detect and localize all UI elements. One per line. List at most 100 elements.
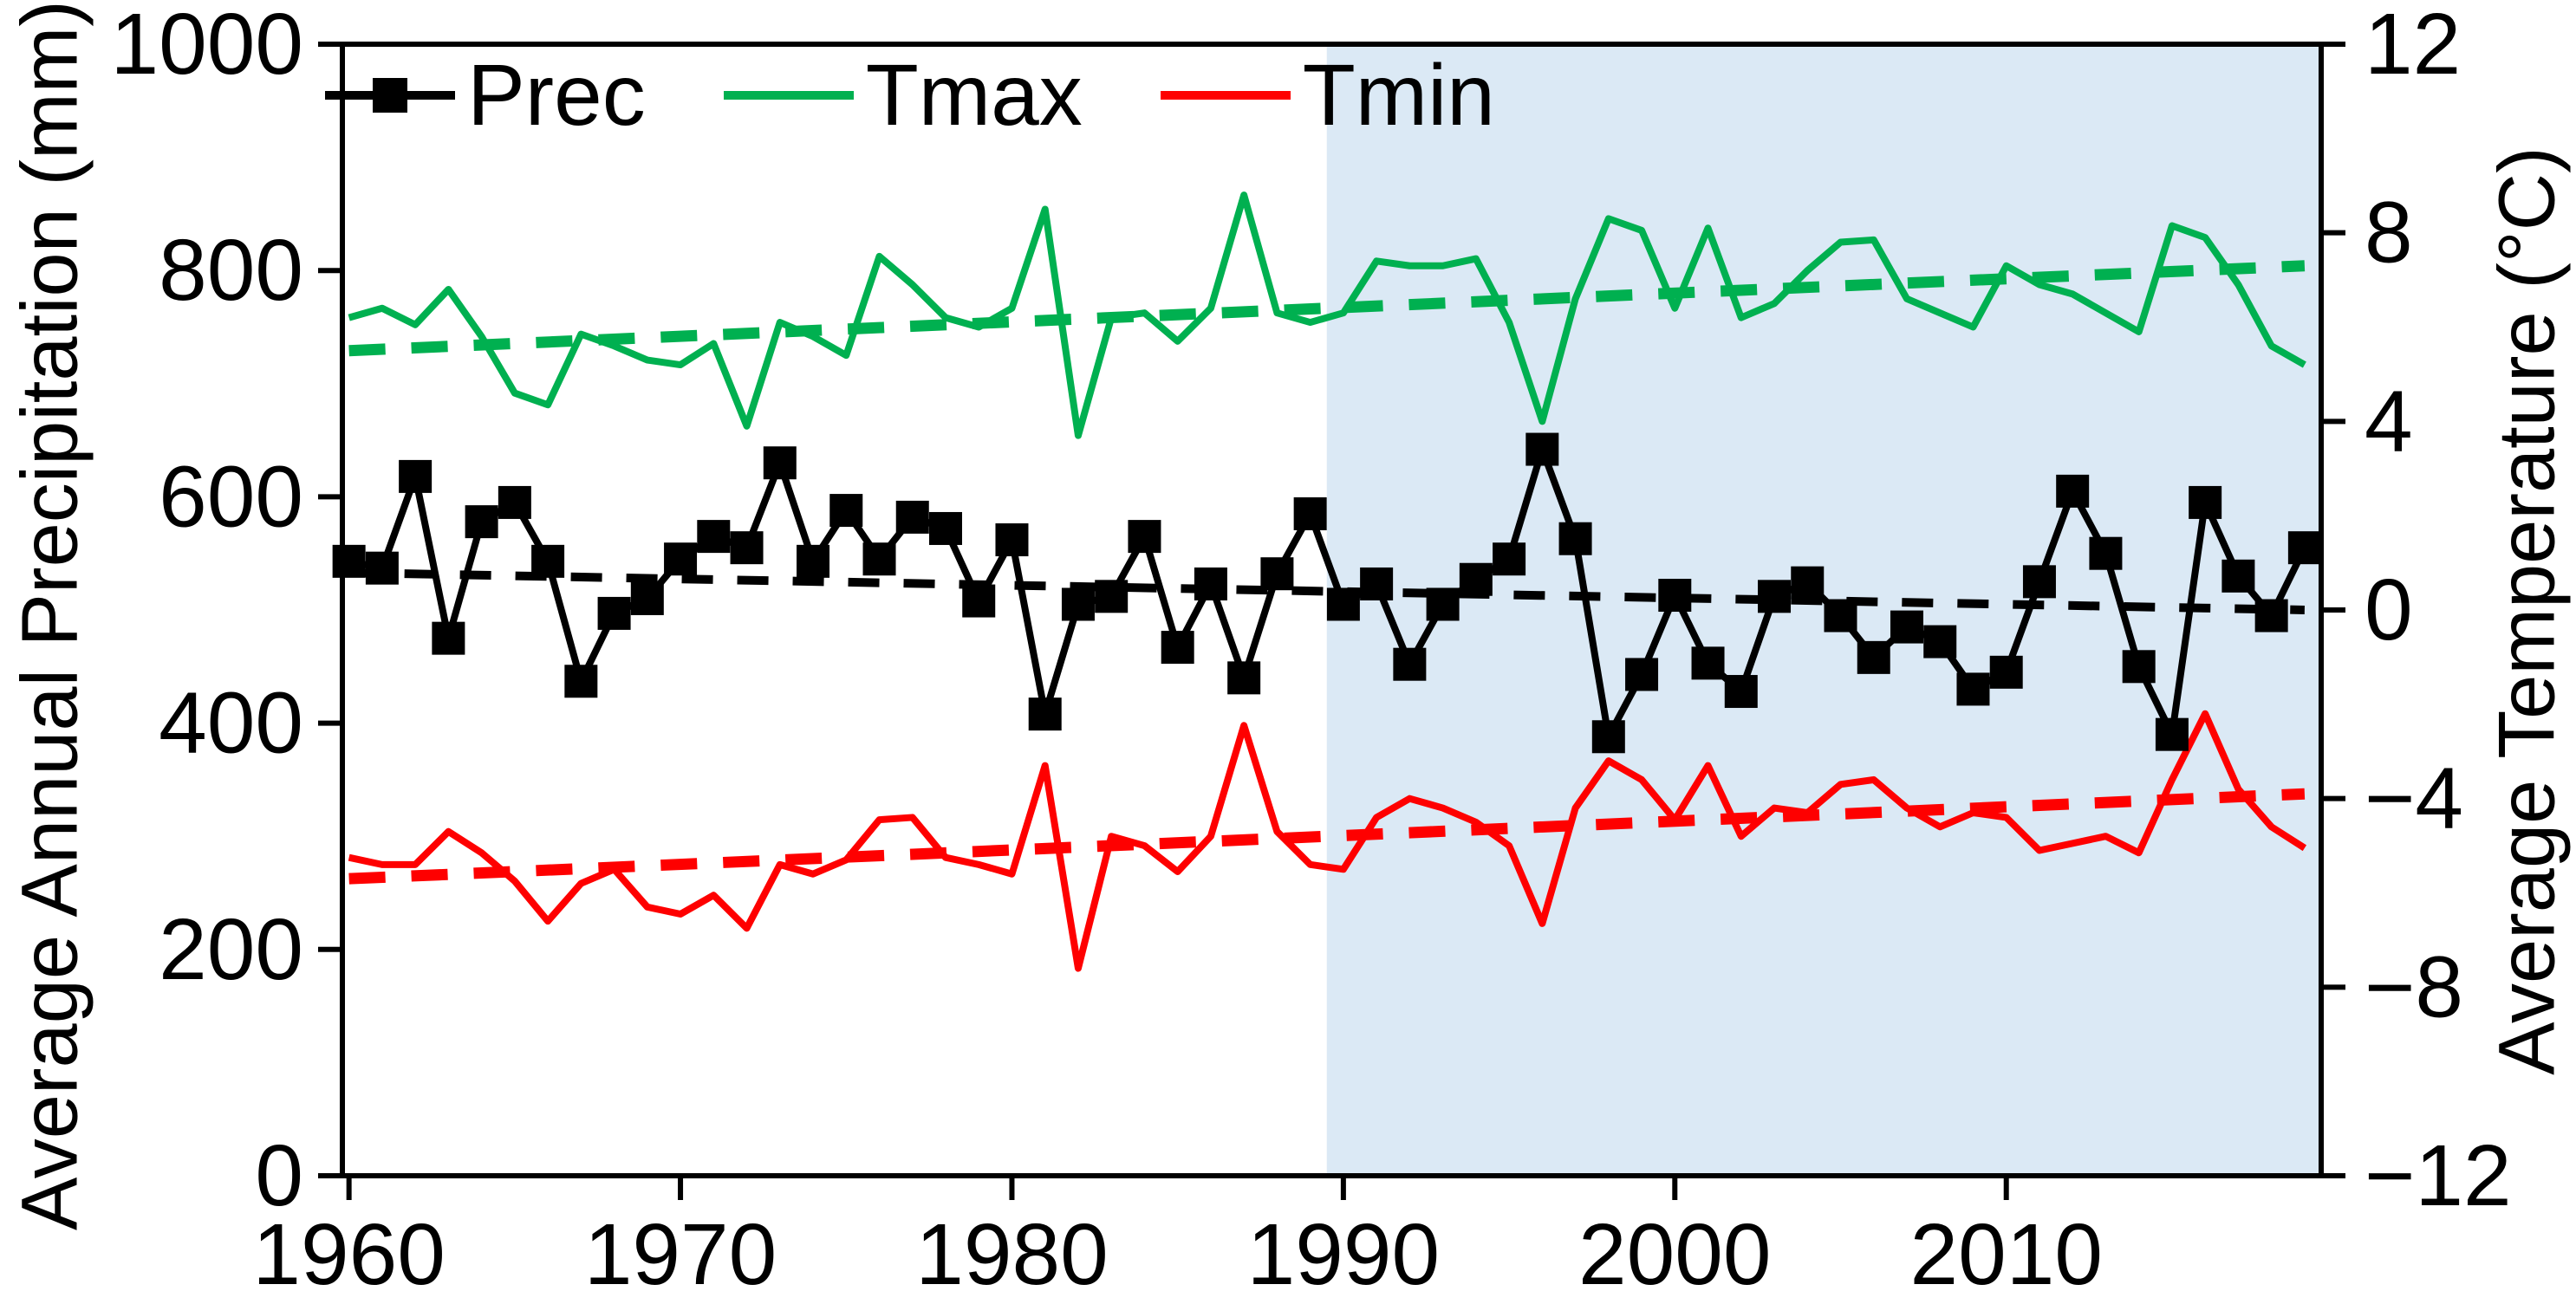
prec-data-point: [2022, 565, 2056, 599]
prec-legend-glyph-icon: [325, 78, 456, 113]
x-axis-tick-label: 1980: [915, 1206, 1108, 1291]
right-axis-title: Average Temperature (°C): [2482, 146, 2572, 1075]
x-axis-tick-label: 1990: [1247, 1206, 1440, 1291]
legend-item-tmin: Tmin: [1160, 47, 1495, 144]
prec-data-point: [432, 621, 465, 655]
tmax-trend-line: [348, 260, 2306, 357]
prec-data-point: [1890, 610, 1923, 644]
prec-data-point: [597, 596, 631, 630]
right-axis-tick-label: 0: [2365, 561, 2413, 658]
prec-data-point: [1956, 672, 1990, 706]
prec-data-point: [995, 523, 1029, 557]
prec-data-point: [697, 520, 731, 554]
legend-label-prec: Prec: [467, 47, 646, 144]
prec-data-point: [797, 544, 830, 578]
legend-item-tmax: Tmax: [723, 47, 1083, 144]
left-axis-tick-label: 400: [159, 675, 303, 772]
left-axis-tick-label: 0: [255, 1127, 303, 1224]
left-axis-tick-label: 200: [159, 901, 303, 998]
right-axis-tick-label: −4: [2365, 750, 2463, 847]
legend-label-tmax: Tmax: [865, 47, 1083, 144]
prec-data-point: [1227, 661, 1261, 695]
prec-data-point: [962, 584, 996, 618]
prec-data-point: [498, 485, 531, 519]
prec-data-point: [829, 494, 863, 528]
prec-data-point: [1525, 432, 1559, 466]
prec-data-point: [1128, 520, 1161, 554]
left-axis-title: Average Annual Precipitation (mm): [5, 0, 94, 1230]
prec-data-point: [2056, 474, 2090, 508]
prec-data-point: [399, 459, 433, 493]
tmin-trend-line: [348, 788, 2306, 885]
tmax-series-line: [348, 191, 2306, 439]
prec-data-point: [862, 542, 896, 576]
prec-data-point: [1493, 542, 1526, 576]
x-axis-tick-label: 2010: [1909, 1206, 2102, 1291]
prec-data-point: [1857, 640, 1890, 674]
right-axis-tick-label: −12: [2365, 1127, 2512, 1224]
tmin-legend-glyph-icon: [1160, 91, 1291, 100]
prec-data-point: [1625, 658, 1659, 691]
prec-data-point: [1426, 587, 1460, 621]
x-axis-tick-label: 1970: [584, 1206, 777, 1291]
prec-data-point: [1758, 580, 1792, 613]
x-axis-tick-label: 2000: [1578, 1206, 1771, 1291]
prec-data-point: [465, 505, 498, 539]
prec-data-point: [1194, 567, 1227, 600]
prec-data-point: [2221, 559, 2255, 593]
prec-data-point: [1161, 631, 1194, 665]
prec-data-point: [2122, 650, 2156, 684]
prec-data-point: [1691, 646, 1725, 680]
right-axis-tick-label: −8: [2365, 938, 2463, 1035]
prec-data-point: [1989, 655, 2023, 689]
prec-data-point: [1591, 720, 1625, 754]
prec-data-point: [895, 500, 929, 534]
prec-data-point: [1393, 647, 1427, 681]
right-axis-tick-label: 4: [2365, 373, 2413, 470]
prec-data-point: [2287, 531, 2321, 565]
prec-data-point: [1293, 496, 1327, 530]
legend-item-prec: Prec: [325, 52, 646, 139]
prec-data-point: [2189, 485, 2222, 519]
prec-data-point: [1095, 580, 1129, 613]
prec-series-markers: [332, 432, 2321, 754]
post-1990-shaded-region: [1326, 44, 2321, 1176]
prec-data-point: [1658, 579, 1692, 613]
prec-data-point: [1923, 625, 1957, 658]
right-axis-tick-label: 12: [2365, 0, 2461, 93]
prec-data-point: [1724, 675, 1758, 709]
prec-data-point: [763, 446, 797, 480]
left-axis-tick-label: 800: [159, 222, 303, 319]
prec-data-point: [531, 544, 565, 578]
tmax-legend-glyph-icon: [723, 91, 854, 100]
prec-data-point: [1028, 697, 1062, 731]
prec-data-point: [365, 551, 399, 585]
prec-data-point: [2254, 599, 2288, 633]
prec-data-point: [1061, 587, 1095, 621]
left-axis-tick-label: 1000: [111, 0, 303, 93]
prec-trend-line: [348, 568, 2305, 614]
chart-legend: Prec Tmax Tmin: [0, 52, 1820, 139]
prec-data-point: [664, 542, 698, 576]
prec-data-point: [1326, 587, 1360, 621]
right-axis-tick-label: 8: [2365, 185, 2413, 282]
prec-data-point: [1260, 557, 1294, 591]
legend-label-tmin: Tmin: [1302, 47, 1495, 144]
tmin-series-line: [348, 710, 2307, 972]
prec-data-point: [1824, 599, 1857, 633]
prec-data-point: [928, 511, 962, 545]
prec-data-point: [2155, 717, 2189, 751]
prec-data-point: [564, 665, 598, 698]
prec-data-point: [1360, 567, 1394, 600]
prec-data-point: [332, 544, 366, 578]
x-axis-tick-label: 1960: [252, 1206, 445, 1291]
prec-data-point: [1791, 566, 1825, 600]
prec-data-point: [2089, 536, 2123, 570]
prec-data-point: [1558, 522, 1592, 555]
prec-data-point: [630, 581, 664, 615]
left-axis-tick-label: 600: [159, 448, 303, 545]
prec-data-point: [1459, 562, 1493, 596]
prec-data-point: [730, 531, 764, 565]
